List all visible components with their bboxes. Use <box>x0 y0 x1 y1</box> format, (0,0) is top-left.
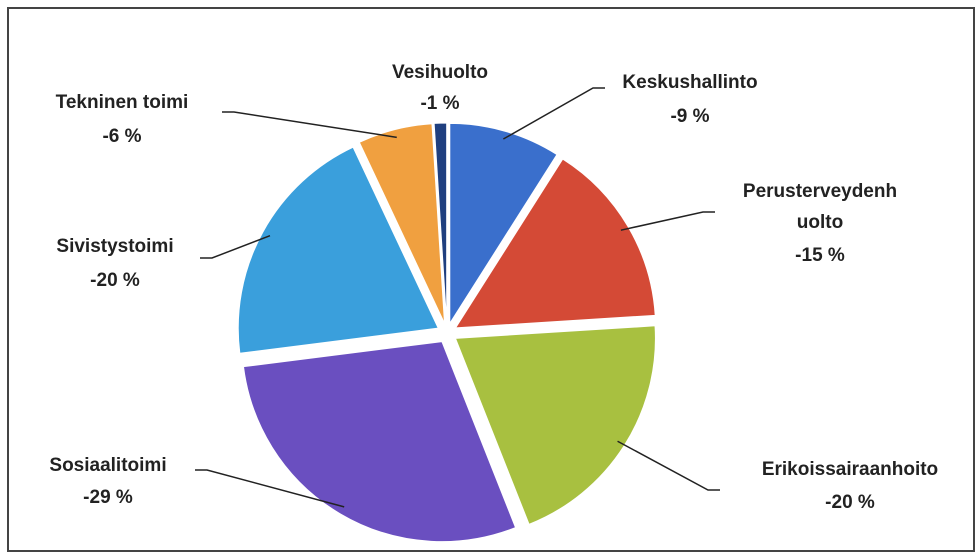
slice-label: Erikoissairaanhoito <box>762 459 938 480</box>
pie-slice <box>433 122 448 324</box>
pie-slice <box>454 158 656 329</box>
slice-label: Vesihuolto <box>392 62 488 83</box>
slice-label: Tekninen toimi <box>56 92 189 113</box>
pie-slice <box>242 341 517 543</box>
leader-line <box>502 87 605 140</box>
value-label: -9 % <box>670 106 709 127</box>
leader-line <box>617 440 720 491</box>
slice-label-part: uolto <box>797 212 843 233</box>
leader-line <box>222 111 397 139</box>
value-label: -1 % <box>420 93 459 114</box>
leader-line <box>620 211 715 231</box>
pie-slice <box>358 123 446 324</box>
slice-label: Sivistystoimi <box>56 236 173 257</box>
leader-line <box>195 469 345 508</box>
slice-label-part: Perusterveydenh <box>743 181 897 202</box>
value-label: -29 % <box>83 487 133 508</box>
value-label: -20 % <box>90 270 140 291</box>
value-label: -20 % <box>825 492 875 513</box>
value-label: -6 % <box>102 126 141 147</box>
slice-label: Keskushallinto <box>622 72 757 93</box>
pie-slice <box>237 146 439 354</box>
pie-slice <box>449 122 558 326</box>
slice-label: Perusterveydenh uolto <box>743 181 897 233</box>
slice-label: Sosiaalitoimi <box>49 455 166 476</box>
value-label: -15 % <box>795 245 845 266</box>
leader-line <box>200 234 271 259</box>
